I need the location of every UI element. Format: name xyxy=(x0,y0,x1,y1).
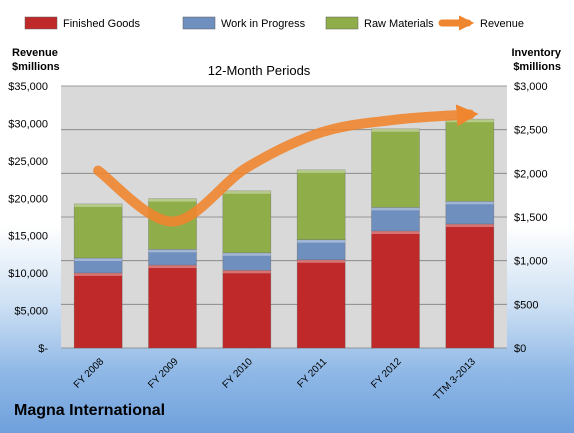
left-axis-title-line2: $millions xyxy=(12,61,60,73)
bar-work-in-progress xyxy=(371,207,420,232)
bar-work-in-progress xyxy=(296,239,346,261)
left-axis-tick-label: $- xyxy=(38,343,48,355)
legend-swatch xyxy=(182,16,216,30)
bar-finished-goods xyxy=(73,272,123,349)
bar-finished-goods xyxy=(148,264,197,349)
left-axis-tick-label: $35,000 xyxy=(8,81,48,93)
bar-highlight xyxy=(371,207,420,211)
bar-finished-goods xyxy=(296,259,346,349)
left-axis-title-line1: Revenue xyxy=(12,47,58,59)
left-axis-tick-label: $25,000 xyxy=(8,156,48,168)
right-axis-title-line2: $millions xyxy=(513,61,561,73)
left-axis-tick-label: $5,000 xyxy=(14,306,48,318)
bar-finished-goods xyxy=(222,269,272,349)
left-axis-tick-label: $15,000 xyxy=(8,231,48,243)
bar-highlight xyxy=(222,270,271,274)
left-axis-tick-label: $10,000 xyxy=(8,268,48,280)
bar-highlight xyxy=(148,198,197,202)
bar-highlight xyxy=(148,265,197,269)
company-name: Magna International xyxy=(14,402,166,419)
legend-label: Work in Progress xyxy=(221,18,306,30)
legend-label: Revenue xyxy=(480,18,524,30)
x-tick-label: FY 2012 xyxy=(369,356,404,391)
right-axis-tick-label: $0 xyxy=(514,343,526,355)
bar-raw-materials xyxy=(296,169,346,241)
legend-label: Raw Materials xyxy=(364,18,434,30)
revenue-point xyxy=(98,170,99,171)
revenue-line xyxy=(93,104,479,227)
bar-work-in-progress xyxy=(445,200,495,225)
right-axis-tick-label: $3,000 xyxy=(514,81,548,93)
x-tick-label: FY 2008 xyxy=(72,356,107,391)
x-tick-label: FY 2010 xyxy=(221,356,256,391)
bar-raw-materials xyxy=(73,203,123,259)
right-axis-tick-label: $2,500 xyxy=(514,125,548,137)
left-axis-tick-label: $30,000 xyxy=(8,118,48,130)
revenue-point xyxy=(395,119,396,120)
bar-raw-materials xyxy=(222,190,272,254)
bar-highlight xyxy=(74,272,123,276)
legend-label: Finished Goods xyxy=(63,18,141,30)
bar-highlight xyxy=(371,128,420,132)
right-axis-title-line1: Inventory xyxy=(511,47,561,59)
bar-highlight xyxy=(222,190,271,194)
chart-subtitle: 12-Month Periods xyxy=(208,63,311,78)
bar-raw-materials xyxy=(445,118,495,202)
bar-highlight xyxy=(445,223,494,227)
revenue-point xyxy=(172,221,173,222)
bar-highlight xyxy=(371,230,420,234)
legend-swatch xyxy=(24,16,58,30)
bar-highlight xyxy=(74,203,123,207)
legend-swatch xyxy=(325,16,359,30)
right-axis-tick-label: $1,500 xyxy=(514,212,548,224)
bar-highlight xyxy=(74,258,123,262)
bar-highlight xyxy=(297,169,346,173)
x-tick-label: FY 2011 xyxy=(295,356,329,390)
bar-raw-materials xyxy=(371,128,420,208)
bar-highlight xyxy=(445,201,494,205)
right-axis-tick-label: $2,000 xyxy=(514,168,548,180)
revenue-point xyxy=(246,167,247,168)
x-tick-label: TTM 3-2013 xyxy=(432,356,479,403)
bar-finished-goods xyxy=(371,230,420,349)
right-axis-tick-label: $1,000 xyxy=(514,256,548,268)
bar-highlight xyxy=(297,259,346,263)
bar-highlight xyxy=(297,239,346,243)
right-axis-tick-label: $500 xyxy=(514,299,538,311)
revenue-point xyxy=(469,114,470,115)
bar-finished-goods xyxy=(445,223,495,349)
left-axis-tick-label: $20,000 xyxy=(8,193,48,205)
x-tick-label: FY 2009 xyxy=(146,356,181,391)
bar-highlight xyxy=(148,249,197,253)
bar-highlight xyxy=(222,252,271,256)
revenue-point xyxy=(321,132,322,133)
